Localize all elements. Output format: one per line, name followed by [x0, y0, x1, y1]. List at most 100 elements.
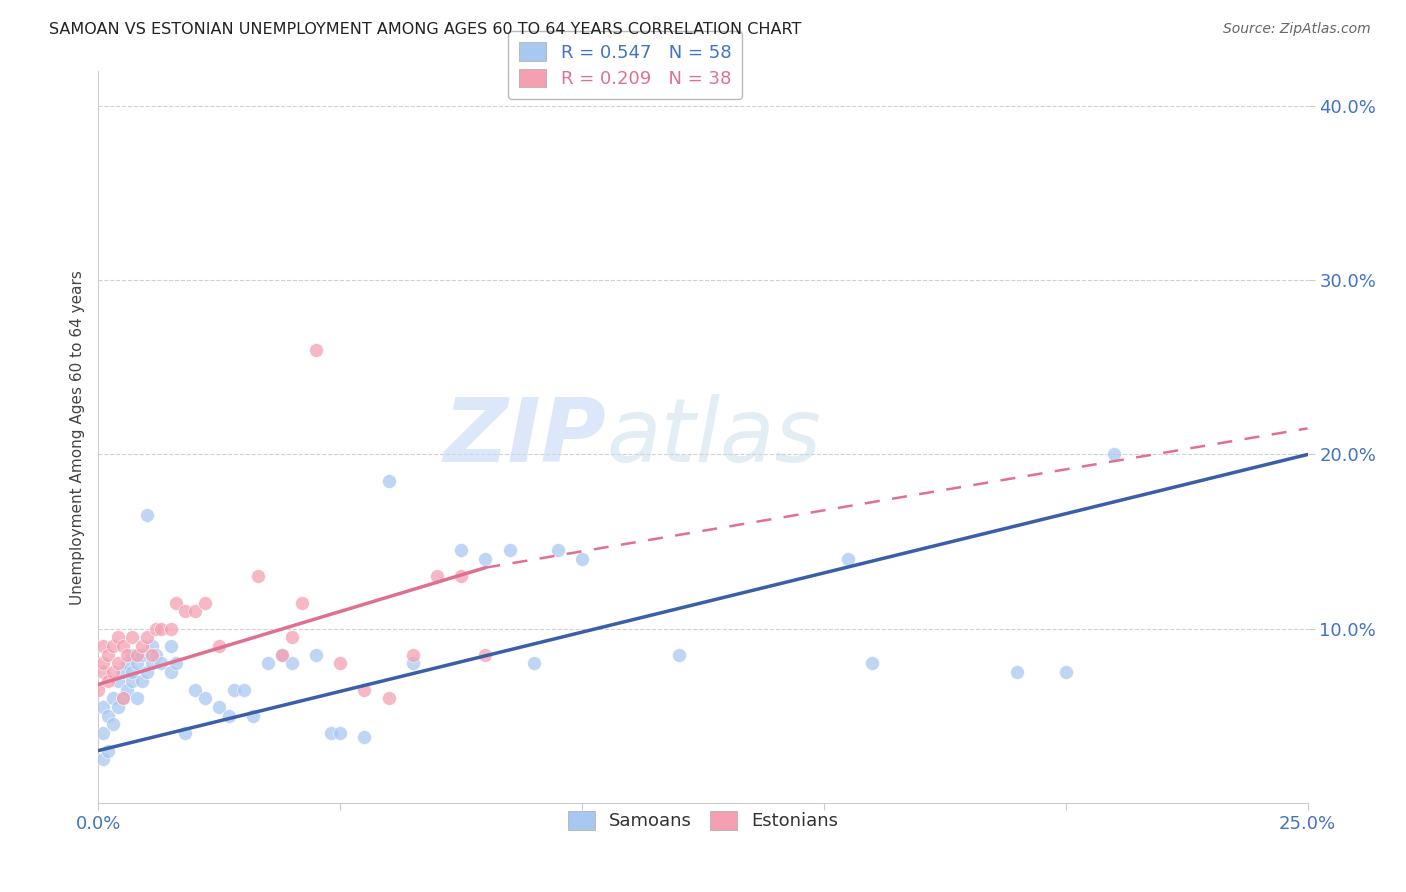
Estonians	[305, 343, 328, 357]
Estonians	[329, 657, 352, 671]
Estonians	[194, 595, 217, 609]
Estonians	[91, 639, 114, 653]
Samoans	[194, 691, 217, 706]
Samoans	[165, 657, 187, 671]
Samoans	[131, 648, 153, 662]
Samoans	[1007, 665, 1029, 680]
Samoans	[121, 665, 143, 680]
Samoans	[141, 639, 163, 653]
Samoans	[319, 726, 342, 740]
Estonians	[450, 569, 472, 583]
Samoans	[160, 639, 183, 653]
Samoans	[121, 648, 143, 662]
Samoans	[184, 682, 207, 697]
Samoans	[208, 700, 231, 714]
Estonians	[101, 639, 124, 653]
Estonians	[101, 665, 124, 680]
Samoans	[127, 657, 149, 671]
Samoans	[242, 708, 264, 723]
Estonians	[131, 639, 153, 653]
Samoans	[329, 726, 352, 740]
Samoans	[837, 552, 859, 566]
Estonians	[127, 648, 149, 662]
Estonians	[97, 648, 120, 662]
Samoans	[1102, 448, 1125, 462]
Estonians	[353, 682, 375, 697]
Estonians	[117, 648, 139, 662]
Samoans	[141, 657, 163, 671]
Samoans	[218, 708, 240, 723]
Text: atlas: atlas	[606, 394, 821, 480]
Text: Source: ZipAtlas.com: Source: ZipAtlas.com	[1223, 22, 1371, 37]
Estonians	[426, 569, 449, 583]
Estonians	[165, 595, 187, 609]
Samoans	[571, 552, 593, 566]
Estonians	[290, 595, 312, 609]
Estonians	[121, 631, 143, 645]
Samoans	[121, 673, 143, 688]
Estonians	[91, 657, 114, 671]
Samoans	[860, 657, 883, 671]
Samoans	[97, 708, 120, 723]
Samoans	[111, 665, 134, 680]
Samoans	[135, 508, 157, 523]
Estonians	[97, 673, 120, 688]
Estonians	[174, 604, 197, 618]
Estonians	[91, 665, 114, 680]
Samoans	[101, 691, 124, 706]
Samoans	[97, 743, 120, 757]
Samoans	[353, 730, 375, 744]
Y-axis label: Unemployment Among Ages 60 to 64 years: Unemployment Among Ages 60 to 64 years	[69, 269, 84, 605]
Estonians	[111, 639, 134, 653]
Samoans	[256, 657, 278, 671]
Estonians	[87, 682, 110, 697]
Samoans	[174, 726, 197, 740]
Estonians	[111, 691, 134, 706]
Estonians	[402, 648, 425, 662]
Samoans	[498, 543, 520, 558]
Samoans	[1054, 665, 1077, 680]
Text: ZIP: ZIP	[443, 393, 606, 481]
Samoans	[523, 657, 546, 671]
Samoans	[450, 543, 472, 558]
Estonians	[135, 631, 157, 645]
Samoans	[127, 691, 149, 706]
Text: SAMOAN VS ESTONIAN UNEMPLOYMENT AMONG AGES 60 TO 64 YEARS CORRELATION CHART: SAMOAN VS ESTONIAN UNEMPLOYMENT AMONG AG…	[49, 22, 801, 37]
Estonians	[107, 631, 129, 645]
Estonians	[271, 648, 294, 662]
Samoans	[160, 665, 183, 680]
Samoans	[117, 657, 139, 671]
Estonians	[184, 604, 207, 618]
Samoans	[402, 657, 425, 671]
Estonians	[160, 622, 183, 636]
Samoans	[135, 665, 157, 680]
Samoans	[271, 648, 294, 662]
Samoans	[668, 648, 690, 662]
Samoans	[131, 673, 153, 688]
Estonians	[247, 569, 270, 583]
Samoans	[101, 717, 124, 731]
Samoans	[232, 682, 254, 697]
Samoans	[547, 543, 569, 558]
Estonians	[474, 648, 496, 662]
Samoans	[117, 682, 139, 697]
Estonians	[107, 657, 129, 671]
Samoans	[107, 700, 129, 714]
Legend: Samoans, Estonians: Samoans, Estonians	[560, 804, 846, 838]
Samoans	[474, 552, 496, 566]
Samoans	[91, 726, 114, 740]
Samoans	[377, 474, 399, 488]
Estonians	[141, 648, 163, 662]
Samoans	[91, 752, 114, 766]
Estonians	[281, 631, 304, 645]
Samoans	[150, 657, 173, 671]
Estonians	[150, 622, 173, 636]
Samoans	[91, 700, 114, 714]
Samoans	[145, 648, 167, 662]
Samoans	[305, 648, 328, 662]
Samoans	[281, 657, 304, 671]
Samoans	[222, 682, 245, 697]
Estonians	[377, 691, 399, 706]
Estonians	[208, 639, 231, 653]
Samoans	[111, 691, 134, 706]
